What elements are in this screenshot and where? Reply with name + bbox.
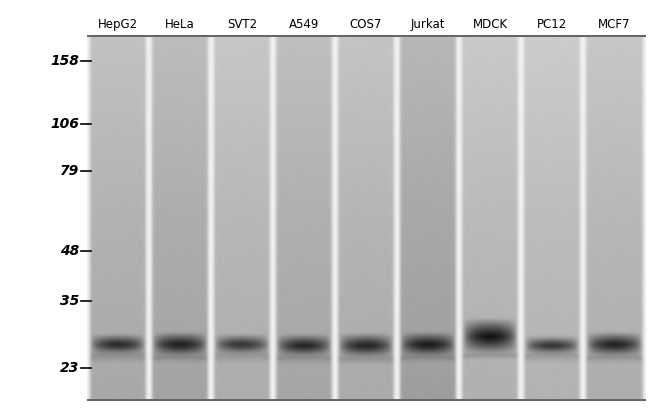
Text: 106: 106 [50,117,79,131]
Text: COS7: COS7 [350,18,382,31]
Text: MCF7: MCF7 [598,18,630,31]
Text: Jurkat: Jurkat [411,18,445,31]
Text: A549: A549 [289,18,319,31]
Text: HepG2: HepG2 [98,18,138,31]
Text: PC12: PC12 [537,18,567,31]
Text: 79: 79 [60,164,79,178]
Text: MDCK: MDCK [473,18,508,31]
Text: SVT2: SVT2 [227,18,257,31]
Text: 158: 158 [50,54,79,68]
Text: 48: 48 [60,244,79,257]
Text: HeLa: HeLa [165,18,195,31]
Text: 23: 23 [60,361,79,375]
Text: 35: 35 [60,294,79,308]
